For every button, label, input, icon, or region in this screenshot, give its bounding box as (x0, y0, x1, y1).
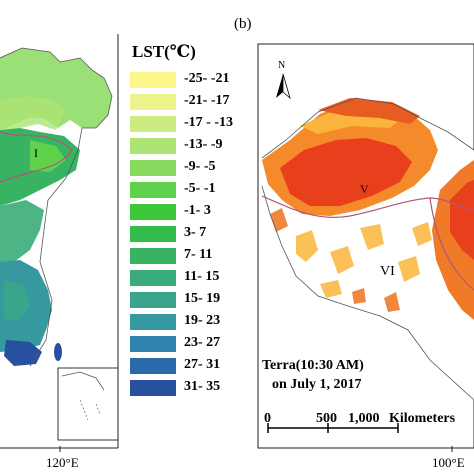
legend-label: -25- -21 (184, 71, 230, 86)
inset-coastline (61, 371, 105, 391)
left-map-boundary-line (0, 131, 73, 183)
southern-scattered-patches (296, 222, 432, 298)
legend-swatch (130, 138, 176, 154)
legend-row: -21- -17 (130, 93, 260, 111)
legend-swatch (130, 248, 176, 264)
region-boundary-line (261, 195, 474, 218)
legend-label: 27- 31 (184, 357, 221, 372)
panel-label: (b) (234, 16, 252, 32)
caption-line-1: Terra(10:30 AM) (262, 358, 364, 373)
legend-row: -17 - -13 (130, 115, 260, 133)
legend-swatch (130, 336, 176, 352)
legend-row: 31- 35 (130, 379, 260, 397)
south-china-sea-inset (57, 367, 119, 441)
right-map-outline (261, 97, 474, 401)
legend-row: 7- 11 (130, 247, 260, 265)
legend-label: 19- 23 (184, 313, 221, 328)
left-lst-map (0, 34, 119, 452)
left-map-north-sparse (0, 96, 66, 130)
legend-label: -9- -5 (184, 159, 216, 174)
acquisition-caption: Terra(10:30 AM) on July 1, 2017 (262, 356, 364, 394)
taiwan-island (54, 343, 62, 361)
legend-swatch (130, 72, 176, 88)
inset-islands (79, 399, 101, 421)
legend-row: -1- 3 (130, 203, 260, 221)
legend-label: -21- -17 (184, 93, 230, 108)
tarim-hottest-core (280, 138, 412, 206)
legend-row: 15- 19 (130, 291, 260, 309)
right-map-longitude-label: 100°E (432, 455, 465, 470)
left-map-mid-region (0, 200, 44, 264)
right-map-frame (257, 43, 474, 449)
legend-swatch (130, 204, 176, 220)
legend-swatch (130, 270, 176, 286)
scalebar-label-0: 0 (264, 411, 271, 426)
left-map-south-light (4, 280, 30, 322)
region-boundary-east (429, 197, 474, 291)
legend-row: -25- -21 (130, 71, 260, 89)
legend-label: 23- 27 (184, 335, 221, 350)
legend-row: -9- -5 (130, 159, 260, 177)
north-arrow-label: N (278, 60, 286, 71)
legend-swatch (130, 358, 176, 374)
legend-label: 11- 15 (184, 269, 220, 284)
legend-swatch (130, 314, 176, 330)
left-map-longitude-label: 120°E (46, 455, 79, 470)
legend-row: 19- 23 (130, 313, 260, 331)
legend-label: -1- 3 (184, 203, 211, 218)
legend-swatch (130, 94, 176, 110)
scalebar-unit: Kilometers (389, 411, 456, 426)
legend-row: -5- -1 (130, 181, 260, 199)
legend-label: -5- -1 (184, 181, 216, 196)
legend-label: -17 - -13 (184, 115, 233, 130)
legend-swatch (130, 380, 176, 396)
legend-row: 27- 31 (130, 357, 260, 375)
legend-label: -13- -9 (184, 137, 223, 152)
eastern-hottest-core (450, 180, 474, 260)
left-map-outline (0, 47, 113, 367)
legend-label: 7- 11 (184, 247, 213, 262)
legend-row: 3- 7 (130, 225, 260, 243)
legend-swatch (130, 292, 176, 308)
right-region-label-vi: VI (380, 264, 395, 279)
legend-row: -13- -9 (130, 137, 260, 155)
legend-row: 11- 15 (130, 269, 260, 287)
scalebar-label-500: 500 (316, 411, 337, 426)
scalebar-label-1000: 1,000 (348, 411, 380, 426)
legend-swatch (130, 116, 176, 132)
left-map-southeast-dark (4, 340, 42, 366)
caption-line-2: on July 1, 2017 (272, 377, 362, 392)
legend-swatch (130, 182, 176, 198)
legend-label: 3- 7 (184, 225, 207, 240)
legend-label: 31- 35 (184, 379, 221, 394)
left-region-label-1: I (34, 146, 38, 160)
legend-title: LST(℃) (132, 42, 196, 61)
north-arrow-half (282, 73, 291, 100)
legend-swatch (130, 160, 176, 176)
legend-swatch (130, 226, 176, 242)
legend-label: 15- 19 (184, 291, 221, 306)
southern-orange-patches (270, 208, 400, 312)
legend-row: 23- 27 (130, 335, 260, 353)
right-region-label-v: V (360, 182, 369, 196)
